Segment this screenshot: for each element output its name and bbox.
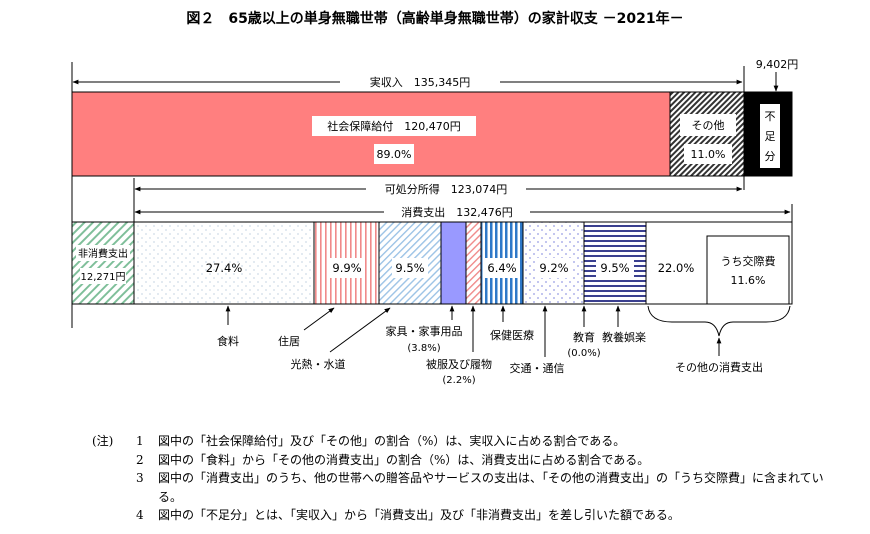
note-3: 3 図中の「消費支出」のうち、他の世帯への贈答品やサービスの支出は、「その他の消…: [136, 471, 824, 504]
food-pct: 27.4%: [206, 261, 243, 275]
consumption-arrow: 消費支出 132,476円: [134, 205, 791, 219]
note-2: 2 図中の「食料」から「その他の消費支出」の割合（%）は、消費支出に占める割合で…: [136, 452, 650, 467]
social-expense-label: うち交際費: [721, 254, 776, 268]
non-consumption-label: 非消費支出: [78, 247, 128, 260]
other-consumption-pct: 22.0%: [658, 261, 695, 275]
furniture-pct: (3.8%): [407, 343, 440, 354]
other-consumption-label: その他の消費支出: [675, 360, 763, 374]
category-callouts: 食料 住居 光熱・水道 家具・家事用品 (3.8%) 被服及び履物 (2.2%)…: [217, 305, 791, 386]
utilities-label: 光熱・水道: [291, 357, 346, 371]
non-consumption-segment: [71, 221, 135, 305]
clothing-label: 被服及び履物: [426, 357, 492, 371]
social-expense-box: [706, 235, 790, 305]
income-bar: 社会保障給付 120,470円 89.0% その他 11.0% 不 足 分: [71, 91, 793, 177]
culture-pct: 9.5%: [600, 261, 629, 275]
income-arrow: 実収入 135,345円: [72, 75, 743, 89]
note-4: 4 図中の「不足分」とは、「実収入」から「消費支出」及び「非消費支出」を差し引い…: [136, 508, 680, 522]
social-security-label: 社会保障給付 120,470円: [327, 119, 461, 133]
notes-section: (注) 1 図中の「社会保障給付」及び「その他」の割合（%）は、実収入に占める割…: [92, 432, 832, 525]
expenditure-bar: 非消費支出 12,271円 27.4% 9.9% 9.5% 6.4% 9.2% …: [71, 221, 793, 305]
clothing-segment: [465, 221, 482, 305]
furniture-label: 家具・家事用品: [386, 324, 463, 338]
notes-head: (注): [92, 434, 114, 448]
other-income-label: その他: [692, 119, 725, 132]
housing-pct: 9.9%: [332, 261, 361, 275]
culture-label: 教養娯楽: [602, 330, 646, 344]
health-pct: 6.4%: [487, 261, 516, 275]
disposable-income-arrow: 可処分所得 123,074円: [134, 183, 743, 196]
health-label: 保健医療: [490, 328, 534, 342]
housing-label: 住居: [278, 334, 300, 348]
income-label: 実収入 135,345円: [370, 75, 471, 89]
clothing-pct: (2.2%): [442, 375, 475, 386]
other-consumption-brace: [647, 305, 791, 337]
non-consumption-amount: 12,271円: [81, 272, 126, 283]
social-security-pct: 89.0%: [377, 148, 412, 161]
education-pct: (0.0%): [567, 348, 600, 359]
deficit-char-3: 分: [765, 150, 776, 163]
consumption-label: 消費支出 132,476円: [401, 205, 513, 219]
social-expense-pct: 11.6%: [731, 274, 766, 287]
deficit-char-2: 足: [765, 130, 776, 143]
other-income-pct: 11.0%: [691, 148, 726, 161]
deficit-amount: 9,402円: [756, 58, 799, 71]
disposable-income-label: 可処分所得 123,074円: [385, 183, 508, 196]
education-label: 教育: [573, 330, 595, 344]
chart-title: 図２ 65歳以上の単身無職世帯（高齢単身無職世帯）の家計収支 －2021年－: [186, 10, 683, 27]
food-label: 食料: [217, 334, 239, 348]
transport-pct: 9.2%: [539, 261, 568, 275]
deficit-char-1: 不: [765, 110, 776, 123]
transport-label: 交通・通信: [510, 361, 565, 375]
furniture-segment: [440, 221, 467, 305]
note-1: (注) 1 図中の「社会保障給付」及び「その他」の割合（%）は、実収入に占める割…: [92, 432, 832, 451]
utilities-pct: 9.5%: [395, 261, 424, 275]
